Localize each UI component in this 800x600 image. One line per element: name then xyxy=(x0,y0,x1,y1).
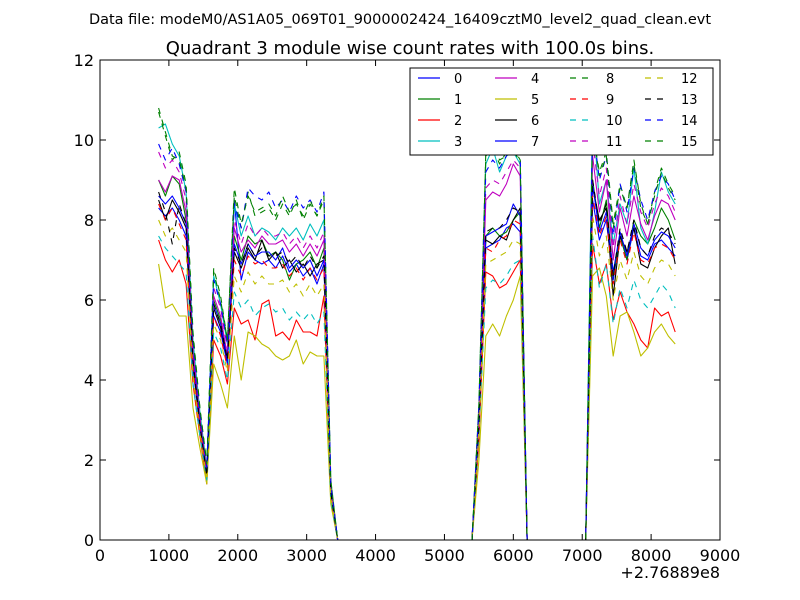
y-tick-label: 6 xyxy=(84,291,94,310)
x-tick-label: 9000 xyxy=(700,546,741,565)
series-line-5 xyxy=(158,263,676,540)
y-tick-label: 10 xyxy=(74,131,94,150)
series-line-4 xyxy=(158,155,676,540)
series-line-2 xyxy=(158,239,676,540)
ticks-layer: 0 1000 2000 3000 4000 5000 6000 7000 8000 9000 0 2 4… xyxy=(74,51,741,565)
legend-label-0: 0 xyxy=(454,72,462,87)
legend-label-12: 12 xyxy=(681,72,698,87)
legend-label-9: 9 xyxy=(606,93,614,108)
x-tick-label: 8000 xyxy=(631,546,672,565)
x-tick-label: 1000 xyxy=(149,546,190,565)
legend-label-6: 6 xyxy=(531,114,539,129)
y-tick-label: 12 xyxy=(74,51,94,70)
y-tick-label: 4 xyxy=(84,371,94,390)
legend-label-7: 7 xyxy=(531,135,539,150)
chart-title: Quadrant 3 module wise count rates with … xyxy=(166,38,655,59)
series-line-1 xyxy=(158,175,676,540)
y-tick-label: 2 xyxy=(84,451,94,470)
legend-label-1: 1 xyxy=(454,93,462,108)
series-line-13 xyxy=(158,179,676,540)
y-tick-label: 0 xyxy=(84,531,94,550)
legend-label-15: 15 xyxy=(681,135,698,150)
legend-label-3: 3 xyxy=(454,135,462,150)
legend-label-8: 8 xyxy=(606,72,614,87)
y-tick-label: 8 xyxy=(84,211,94,230)
legend-label-4: 4 xyxy=(531,72,539,87)
x-tick-label: 4000 xyxy=(355,546,396,565)
x-tick-label: 3000 xyxy=(286,546,327,565)
x-tick-label: 0 xyxy=(95,546,105,565)
series-layer xyxy=(158,107,676,540)
legend-label-10: 10 xyxy=(606,114,623,129)
series-line-11 xyxy=(158,139,676,540)
series-line-6 xyxy=(158,187,676,540)
x-offset-label: +2.76889e8 xyxy=(620,563,720,582)
x-tick-label: 6000 xyxy=(493,546,534,565)
legend-label-11: 11 xyxy=(606,135,623,150)
x-tick-label: 7000 xyxy=(562,546,603,565)
x-tick-label: 2000 xyxy=(217,546,258,565)
x-tick-label: 5000 xyxy=(424,546,465,565)
legend-label-2: 2 xyxy=(454,114,462,129)
series-line-9 xyxy=(158,195,676,540)
series-line-8 xyxy=(158,111,676,540)
legend-label-5: 5 xyxy=(531,93,539,108)
series-line-14 xyxy=(158,123,676,540)
legend-label-14: 14 xyxy=(681,114,698,129)
legend-label-13: 13 xyxy=(681,93,698,108)
series-line-15 xyxy=(158,107,676,540)
figure-suptitle: Data file: modeM0/AS1A05_069T01_90000024… xyxy=(89,12,711,28)
